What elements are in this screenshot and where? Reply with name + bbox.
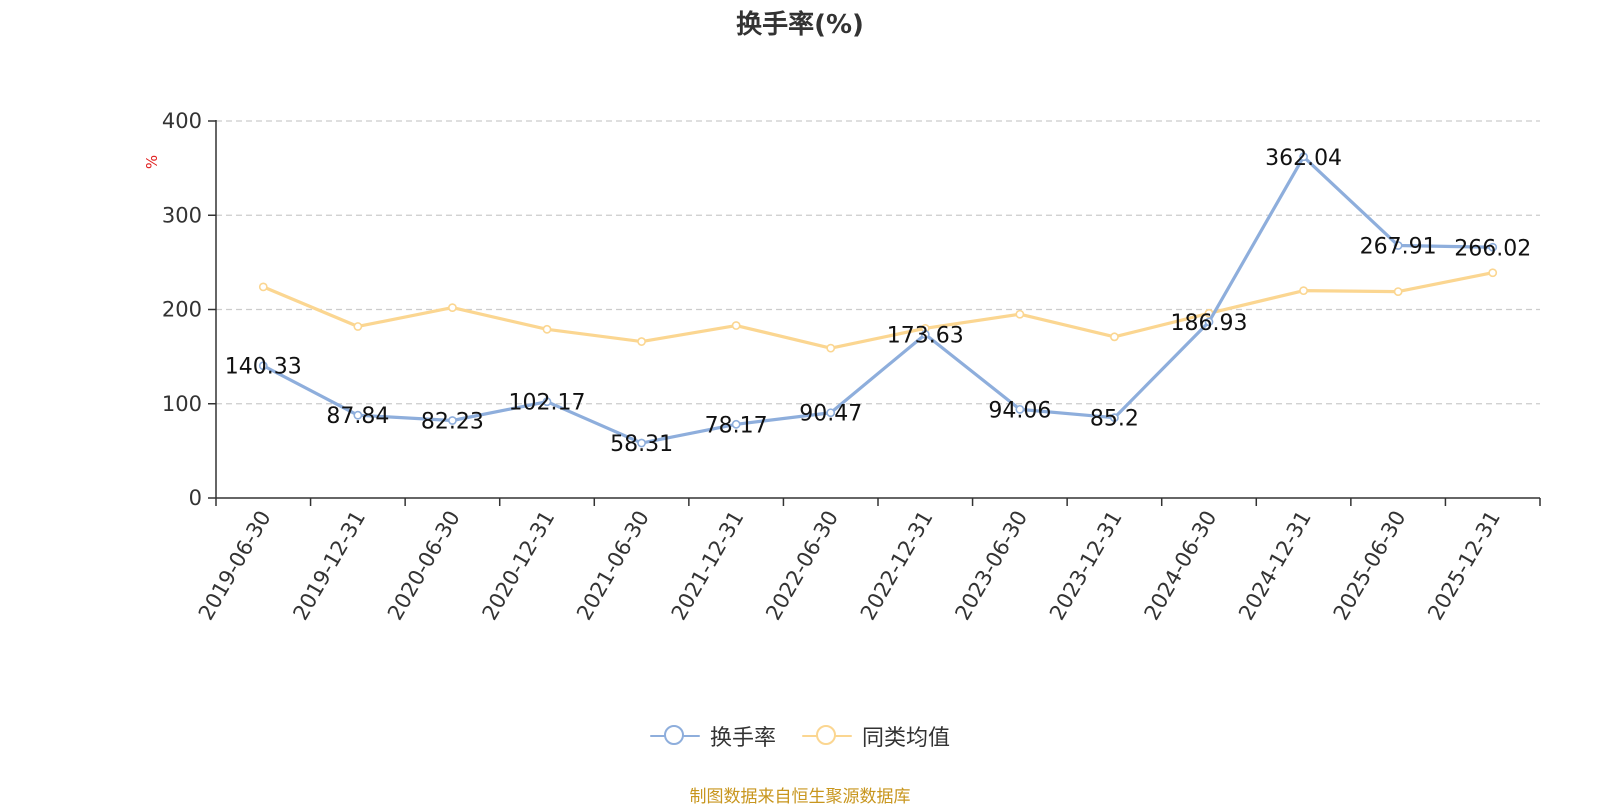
legend-line-icon: [802, 725, 852, 745]
data-point: [1393, 241, 1403, 250]
data-point: [637, 337, 646, 346]
data-point: [1299, 152, 1308, 162]
data-label: 78.17: [705, 413, 768, 438]
data-label: 58.31: [610, 432, 673, 457]
x-tick-label: 2024-06-30: [1140, 507, 1222, 625]
x-tick-label: 2022-12-31: [856, 506, 938, 624]
x-tick-label: 2021-12-31: [667, 507, 749, 625]
data-label: 266.02: [1454, 236, 1531, 261]
data-point: [542, 397, 552, 407]
data-label-layer: 140.33 87.84 82.23 102.17 58.31 78.17 90.47 173…: [225, 146, 1531, 457]
x-tick-label: 2023-12-31: [1045, 507, 1127, 625]
data-label: 82.23: [421, 409, 484, 434]
x-tick-label: 2020-06-30: [383, 507, 465, 625]
x-tick-label: 2020-12-31: [478, 507, 560, 625]
data-label: 87.84: [326, 404, 389, 429]
y-tick-label: 200: [162, 298, 202, 322]
data-point: [448, 303, 457, 313]
axis-layer: 0 100 200 300 400% 2019-06-30 2019-12-31 2020-0…: [143, 109, 1541, 625]
data-label: 85.2: [1090, 407, 1139, 432]
data-point: [1015, 309, 1025, 319]
y-tick-label: 400: [162, 109, 202, 133]
x-tick-label: 2019-06-30: [194, 507, 276, 625]
legend: 换手率 同类均值: [0, 720, 1600, 752]
data-point: [258, 361, 268, 371]
legend-label: 换手率: [709, 726, 776, 751]
data-point: [353, 322, 363, 331]
y-tick-label: 300: [162, 203, 202, 227]
data-point: [1110, 332, 1119, 342]
legend-item-turnover[interactable]: 换手率: [649, 720, 776, 752]
chart-title: 换手率(%): [736, 10, 864, 40]
data-label: 267.91: [1360, 234, 1437, 259]
data-point: [637, 438, 646, 448]
legend-item-peer-average[interactable]: 同类均值: [802, 720, 950, 752]
data-point: [731, 419, 741, 429]
data-point: [1299, 286, 1308, 296]
y-tick-label: 0: [189, 486, 202, 510]
data-point: [920, 329, 930, 339]
data-label: 186.93: [1171, 311, 1248, 336]
x-tick-label: 2023-06-30: [950, 507, 1032, 625]
data-label: 140.33: [225, 355, 302, 380]
source-note: 制图数据来自恒生聚源数据库: [689, 787, 911, 807]
data-point: [1488, 268, 1498, 278]
x-tick-label: 2022-06-30: [761, 507, 843, 625]
data-point: [826, 408, 836, 418]
x-tick-label: 2025-12-31: [1423, 507, 1505, 625]
legend-label: 同类均值: [862, 726, 951, 751]
y-tick-label: 100: [162, 392, 202, 416]
x-tick-label: 2025-06-30: [1329, 507, 1411, 625]
legend-line-icon: [649, 725, 700, 745]
data-point: [1488, 242, 1498, 252]
data-point: [1204, 317, 1214, 327]
data-point: [731, 321, 741, 330]
y-axis-unit-label: %: [143, 155, 161, 169]
series-line-0: [261, 155, 1495, 445]
data-point: [258, 282, 268, 292]
data-point: [448, 416, 457, 425]
data-point: [1393, 287, 1403, 296]
x-tick-label: 2021-06-30: [572, 507, 654, 625]
series-layer: [258, 152, 1498, 448]
series-line-1: [261, 271, 1495, 350]
data-label: 362.04: [1265, 146, 1342, 171]
data-label: 173.63: [887, 323, 964, 348]
data-point: [353, 410, 363, 420]
data-point: [1110, 413, 1119, 423]
x-tick-label: 2024-12-31: [1234, 507, 1316, 625]
x-tick-label: 2019-12-31: [288, 507, 370, 625]
data-point: [542, 324, 552, 334]
data-label: 102.17: [509, 391, 586, 416]
data-label: 90.47: [799, 402, 862, 427]
data-point: [1015, 404, 1025, 414]
data-point: [826, 343, 836, 353]
data-label: 94.06: [988, 398, 1051, 423]
